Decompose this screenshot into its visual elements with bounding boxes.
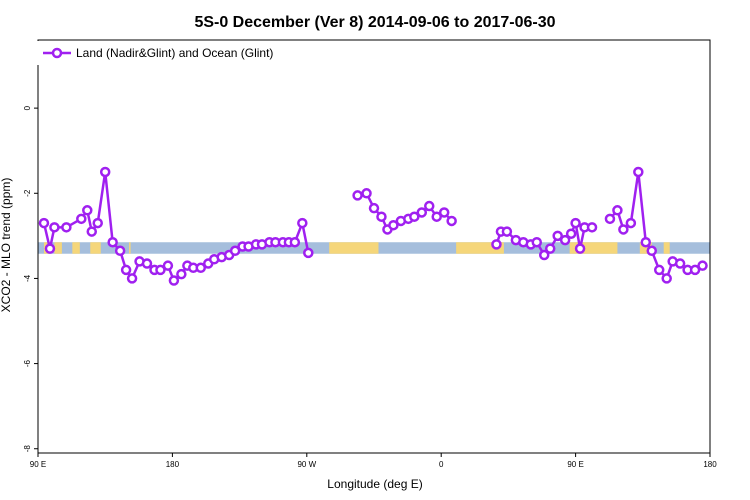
data-point-4-0 [604, 213, 616, 225]
data-point-0-18 [168, 275, 180, 286]
data-point-0-17 [162, 260, 174, 271]
data-point-1-1 [361, 188, 372, 199]
x-axis-label: Longitude (deg E) [327, 477, 422, 491]
data-point-4-8 [661, 273, 672, 284]
data-point-1-11 [431, 211, 442, 222]
land-band-5 [329, 242, 379, 254]
data-point-4-7 [653, 264, 665, 276]
data-point-4-5 [640, 236, 652, 248]
data-point-4-2 [618, 224, 629, 235]
data-point-3-6 [531, 236, 543, 248]
data-point-1-5 [388, 219, 399, 231]
data-point-3-13 [574, 243, 586, 254]
y-tick-label-0: 0 [23, 105, 32, 110]
y-tick-label-1: -2 [23, 189, 32, 197]
land-band-1 [54, 242, 62, 254]
land-band-3 [90, 242, 101, 254]
axes: 90 E 180 90 W 0 90 E 180 0 -2 -4 -6 -8 [23, 39, 717, 469]
data-point-4-13 [697, 260, 708, 271]
data-point-3-0 [491, 239, 502, 250]
data-point-3-11 [565, 228, 577, 239]
legend-marker-swatch [51, 47, 63, 59]
legend: Land (Nadir&Glint) and Ocean (Glint) [37, 41, 289, 65]
data-point-0-2 [49, 222, 60, 233]
data-point-0-0 [38, 217, 50, 229]
data-point-0-1 [44, 243, 56, 254]
data-point-0-11 [120, 264, 132, 276]
data-point-1-9 [416, 207, 428, 218]
data-point-1-13 [446, 215, 457, 227]
data-point-4-12 [689, 264, 701, 276]
data-point-0-22 [195, 262, 207, 274]
legend-background [37, 41, 289, 65]
data-point-0-16 [155, 264, 166, 276]
data-point-0-14 [141, 258, 153, 269]
x-tick-label-0: 90 E [30, 460, 46, 469]
data-point-1-8 [409, 211, 420, 222]
land-band-8 [639, 242, 652, 254]
series-0-line-0 [42, 170, 310, 282]
land-band-4 [129, 242, 131, 254]
data-point-0-8 [99, 166, 111, 178]
data-point-0-36 [289, 236, 301, 248]
legend-entry-0: Land (Nadir&Glint) and Ocean (Glint) [76, 46, 273, 60]
data-point-3-7 [538, 249, 550, 261]
data-point-0-12 [126, 273, 138, 284]
data-point-1-12 [438, 207, 450, 218]
data-point-1-10 [424, 200, 435, 212]
data-point-4-3 [625, 217, 637, 229]
data-point-0-4 [76, 213, 87, 225]
land-ocean-band [38, 242, 710, 254]
x-tick-label-4: 90 E [567, 460, 583, 469]
data-point-3-9 [552, 230, 563, 242]
data-point-3-10 [559, 234, 571, 246]
land-band-6 [456, 242, 504, 254]
series-layer [38, 166, 708, 286]
land-band-9 [663, 242, 670, 254]
data-point-0-38 [303, 247, 314, 259]
data-point-0-7 [92, 217, 103, 229]
data-point-4-4 [633, 166, 644, 178]
plot-frame [37, 39, 711, 454]
data-point-0-10 [114, 245, 126, 257]
data-point-3-15 [586, 222, 598, 233]
data-point-1-0 [352, 190, 363, 201]
data-point-0-19 [176, 268, 187, 280]
data-point-0-27 [229, 245, 241, 257]
data-point-4-1 [612, 205, 623, 216]
land-band-2 [72, 242, 80, 254]
y-tick-label-2: -4 [23, 274, 32, 282]
data-point-0-5 [82, 205, 93, 216]
x-tick-label-3: 0 [439, 460, 444, 469]
data-point-0-6 [86, 226, 98, 237]
data-point-4-10 [674, 258, 686, 269]
data-point-3-2 [501, 226, 513, 237]
data-point-4-6 [646, 245, 658, 257]
y-axis-label: XCO2 - MLO trend (ppm) [0, 178, 13, 313]
data-point-3-8 [544, 243, 556, 254]
data-point-1-3 [376, 211, 387, 222]
data-point-0-9 [107, 236, 118, 248]
data-point-3-12 [570, 217, 581, 229]
data-point-0-3 [61, 222, 72, 233]
data-point-0-37 [297, 217, 308, 229]
land-band-7 [569, 242, 618, 254]
y-tick-label-4: -8 [23, 445, 32, 453]
x-tick-label-2: 90 W [297, 460, 316, 469]
x-tick-label-1: 180 [166, 460, 180, 469]
chart-title: 5S-0 December (Ver 8) 2014-09-06 to 2017… [194, 14, 555, 31]
x-tick-label-5: 180 [703, 460, 717, 469]
data-point-1-2 [368, 202, 380, 214]
y-tick-label-3: -6 [23, 359, 32, 367]
